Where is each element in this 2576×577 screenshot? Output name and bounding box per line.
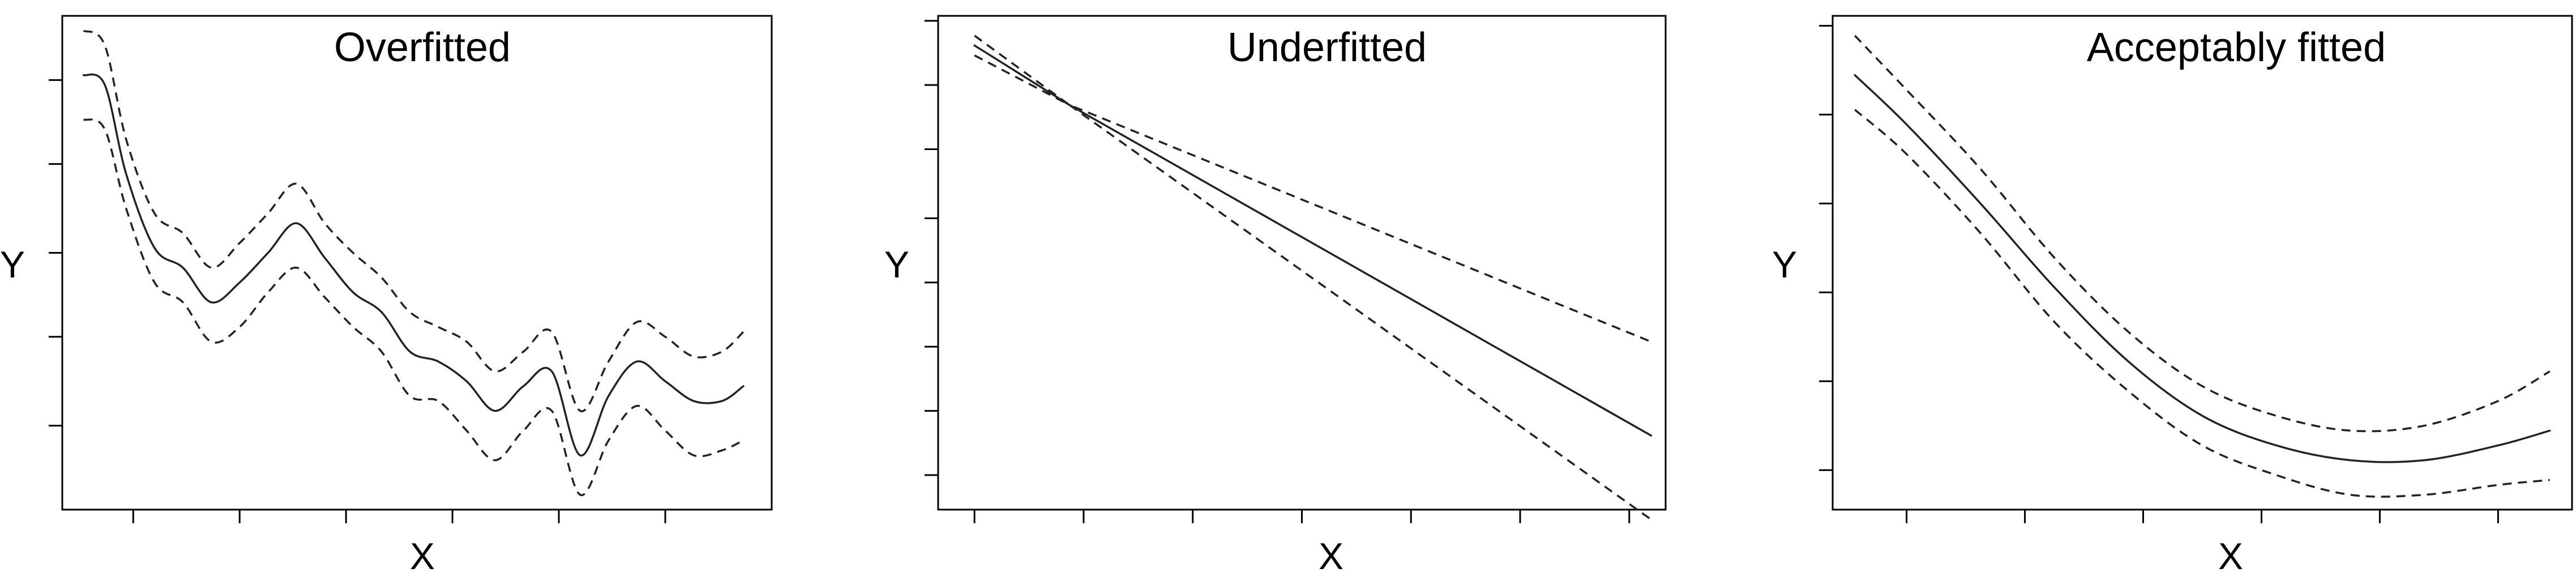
x-axis-label: X bbox=[410, 535, 435, 577]
x-ticks bbox=[132, 510, 666, 523]
y-axis-label: Y bbox=[1772, 243, 1797, 285]
panel-underfitted: Underfitted X Y bbox=[884, 15, 1667, 577]
fit-line bbox=[973, 44, 1653, 437]
upper-line bbox=[83, 29, 744, 412]
chart-title: Overfitted bbox=[334, 25, 511, 70]
series-group bbox=[82, 29, 744, 497]
plot-frame bbox=[1832, 15, 2573, 511]
y-ticks bbox=[49, 79, 62, 427]
lower-line bbox=[974, 54, 1652, 520]
x-axis-label: X bbox=[1319, 535, 1343, 577]
plot-frame bbox=[61, 15, 773, 511]
y-axis-label: Y bbox=[0, 243, 25, 285]
panel-overfitted: Overfitted X Y bbox=[0, 15, 773, 577]
lower-line bbox=[83, 118, 744, 497]
fit-line bbox=[1854, 74, 2551, 463]
series-group bbox=[1854, 35, 2551, 498]
panel-acceptably-fitted: Acceptably fitted X Y bbox=[1772, 15, 2573, 577]
y-axis-label: Y bbox=[884, 243, 909, 285]
fit-line bbox=[82, 73, 744, 456]
x-axis-label: X bbox=[2218, 535, 2243, 577]
lower-line bbox=[1854, 109, 2550, 498]
y-ticks bbox=[1819, 24, 1833, 471]
chart-title: Acceptably fitted bbox=[2087, 25, 2386, 70]
upper-line bbox=[1854, 35, 2551, 433]
upper-line bbox=[974, 35, 1651, 343]
chart-title: Underfitted bbox=[1227, 25, 1427, 70]
x-ticks bbox=[1906, 510, 2499, 523]
x-ticks bbox=[973, 510, 1631, 523]
y-ticks bbox=[925, 20, 938, 476]
series-group bbox=[973, 35, 1653, 520]
